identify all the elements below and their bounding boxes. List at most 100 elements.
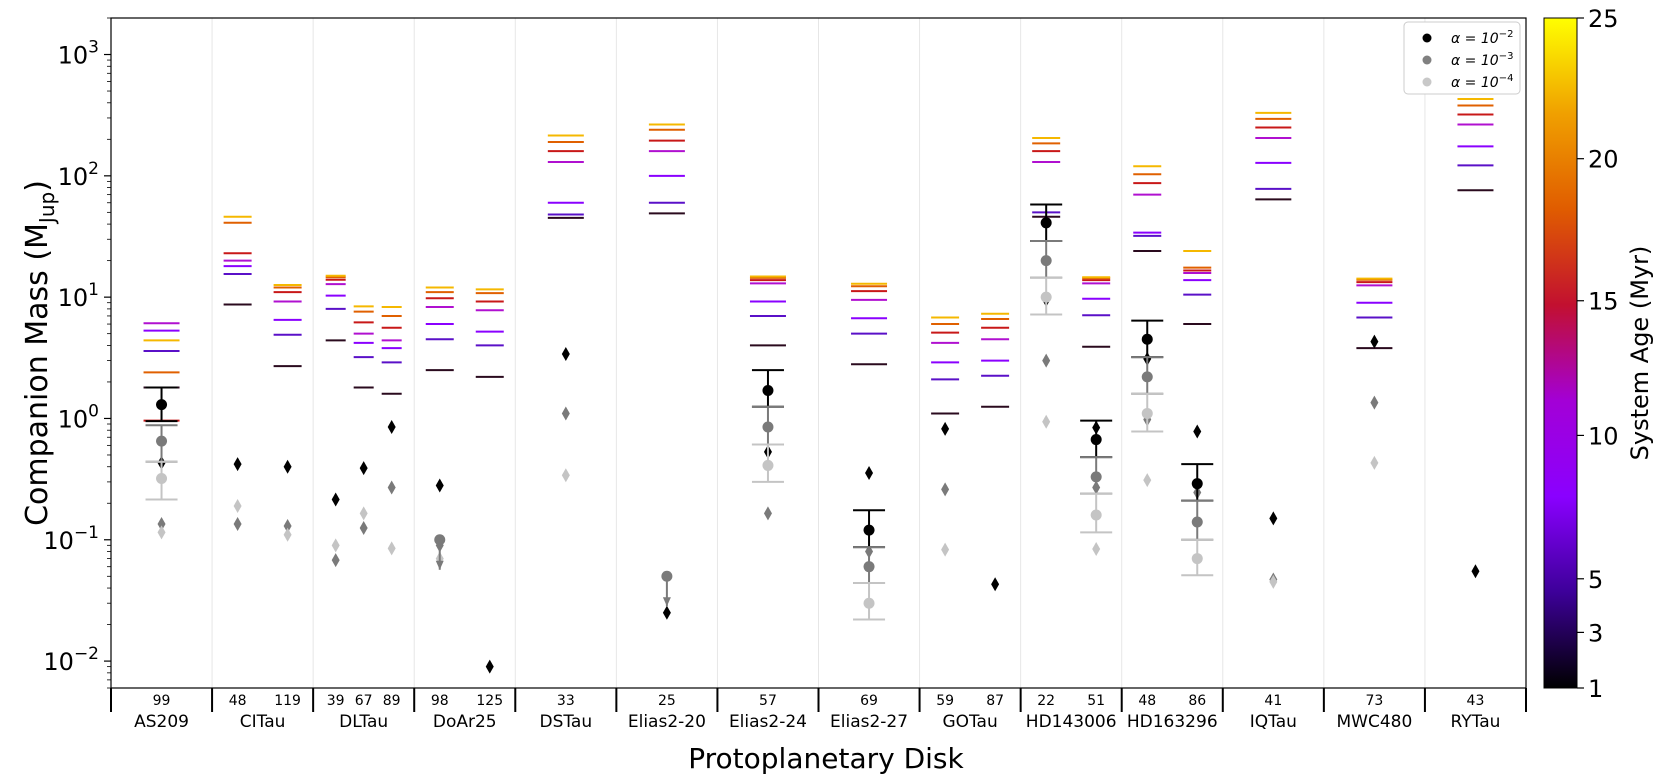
gap-radius-label: 99 [153, 693, 171, 709]
gap-radius-label: 48 [229, 693, 247, 709]
y-tick-label-exp: −2 [74, 644, 99, 664]
colorbar-bar [1543, 17, 1578, 689]
gap-radius-label: 33 [557, 693, 575, 709]
diamond-marker [1370, 395, 1379, 410]
y-tick-label: 100 [58, 401, 99, 433]
legend-label-base: α = 10 [1451, 75, 1499, 91]
diamond-marker [865, 466, 874, 481]
diamond-marker [435, 478, 444, 493]
circle-marker [156, 472, 168, 484]
circle-marker [1191, 553, 1203, 565]
y-tick-label-base: 10 [58, 405, 89, 433]
circle-marker [1191, 516, 1203, 528]
gap-radius-label: 87 [986, 693, 1004, 709]
y-tick-label-exp: 1 [88, 280, 99, 300]
legend-label-base: α = 10 [1451, 31, 1499, 47]
legend-label: α = 10−4 [1451, 73, 1513, 91]
diamond-marker [1269, 511, 1278, 526]
x-tick-label: HD143006 [1026, 712, 1117, 732]
circle-marker [156, 399, 168, 411]
gap-radius-label: 39 [327, 693, 345, 709]
diamond-marker [387, 420, 396, 435]
diamond-marker [941, 542, 950, 557]
diamond-marker [387, 541, 396, 556]
diamond-marker [157, 525, 166, 540]
x-axis-label: Protoplanetary Disk [688, 742, 964, 775]
diamond-marker [1092, 541, 1101, 556]
y-tick-label-base: 10 [43, 648, 74, 676]
diamond-marker [359, 461, 368, 476]
circle-marker [1141, 333, 1153, 345]
gap-radius-label: 73 [1365, 693, 1383, 709]
diamond-marker [1042, 414, 1051, 429]
legend: α = 10−2α = 10−3α = 10−4 [1403, 21, 1521, 95]
gap-radius-label: 59 [936, 693, 954, 709]
gap-radius-label: 89 [383, 693, 401, 709]
diamond-marker [331, 538, 340, 553]
x-tick-label: IQTau [1250, 712, 1297, 732]
diamond-marker [1370, 334, 1379, 349]
colorbar-tick-label: 25 [1588, 5, 1619, 33]
colorbar-tick-label: 10 [1588, 422, 1619, 450]
circle-marker [1090, 509, 1102, 521]
x-tick-label: DLTau [339, 712, 388, 732]
legend-label-exp: −2 [1499, 29, 1514, 40]
gap-radius-label: 119 [274, 693, 301, 709]
diamond-marker [763, 506, 772, 521]
colorbar-tick-label: 5 [1588, 566, 1603, 594]
circle-marker [762, 421, 774, 433]
diamond-marker [1370, 455, 1379, 470]
y-axis-label: Companion Mass (MJup) [20, 180, 59, 526]
legend-label-exp: −3 [1499, 51, 1514, 62]
diamond-marker [941, 421, 950, 436]
diamond-marker [283, 459, 292, 474]
diamond-marker [485, 659, 494, 674]
gap-radius-label: 69 [860, 693, 878, 709]
legend-label: α = 10−3 [1451, 51, 1513, 69]
circle-marker [1040, 291, 1052, 303]
x-axis: AS209 99 CITau 48 119 DLTau 39 67 89 DoAr25 98 125 D… [110, 688, 1527, 732]
diamond-marker [1269, 574, 1278, 589]
legend-label-base: α = 10 [1451, 53, 1499, 69]
separator-grid [211, 18, 1426, 688]
diamond-marker [233, 457, 242, 472]
y-tick-label: 10−2 [43, 644, 99, 676]
legend-marker [1422, 55, 1432, 65]
circle-marker [1141, 371, 1153, 383]
circle-marker [863, 561, 875, 573]
y-tick-label-base: 10 [43, 527, 74, 555]
y-tick-label-exp: 3 [88, 38, 99, 58]
y-tick-label-base: 10 [58, 42, 89, 70]
upper-limit-arrow-head [662, 597, 671, 607]
diamond-marker [359, 506, 368, 521]
x-tick-label: DoAr25 [433, 712, 497, 732]
diamond-marker [561, 346, 570, 361]
y-tick-label: 103 [58, 38, 99, 70]
x-tick-label: Elias2-24 [729, 712, 807, 732]
circle-marker [863, 524, 875, 536]
diamond-marker [1193, 424, 1202, 439]
colorbar-tick-label: 20 [1588, 146, 1619, 174]
x-tick-label: HD163296 [1127, 712, 1218, 732]
diamond-marker [662, 605, 671, 620]
circle-marker [762, 385, 774, 397]
gap-radius-label: 25 [658, 693, 676, 709]
diamond-marker [233, 498, 242, 513]
y-axis-label-sub: Jup [35, 192, 59, 225]
diamond-marker [991, 577, 1000, 592]
x-tick-label: MWC480 [1336, 712, 1412, 732]
y-tick-label-exp: 2 [88, 159, 99, 179]
y-tick-label: 10−1 [43, 523, 99, 555]
circle-marker [762, 459, 774, 471]
diamond-marker [941, 482, 950, 497]
diamond-marker [387, 480, 396, 495]
legend-label-exp: −4 [1499, 73, 1514, 84]
circle-marker [1040, 255, 1052, 267]
diamond-marker [157, 516, 166, 531]
x-tick-label: CITau [240, 712, 286, 732]
circle-marker [1040, 217, 1052, 229]
y-axis-label-close: ) [20, 180, 55, 192]
y-tick-label-base: 10 [58, 163, 89, 191]
colorbar: System Age (Myr) 1 3 5 10 15 20 25 [1543, 5, 1654, 703]
